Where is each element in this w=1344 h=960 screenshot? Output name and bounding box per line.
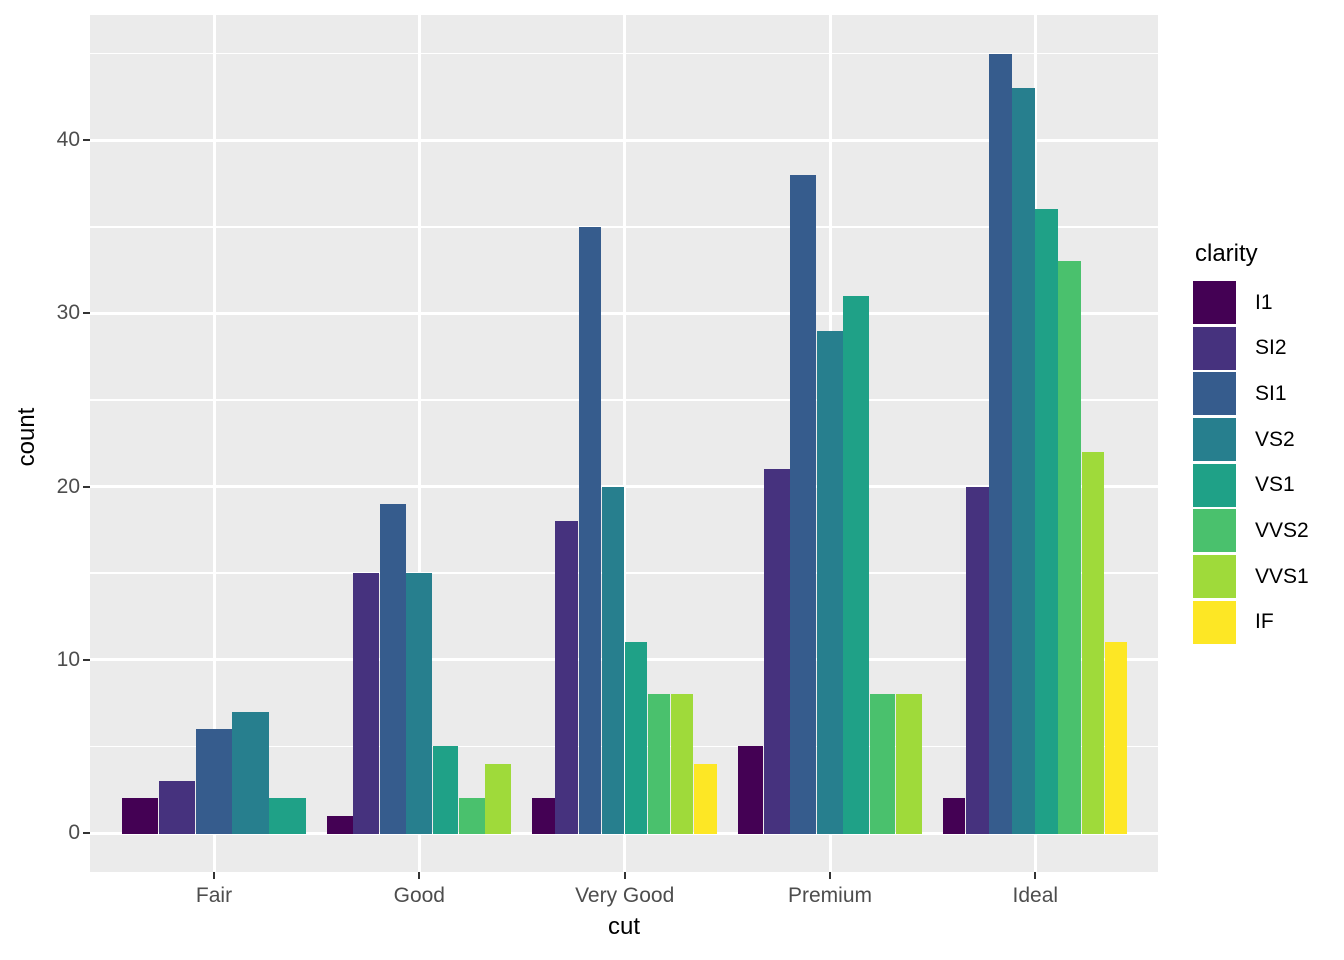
legend-swatch-icon [1193, 463, 1236, 507]
legend-label: I1 [1255, 290, 1273, 314]
bar-good-vvs1 [485, 763, 512, 835]
y-tick-mark [83, 485, 90, 488]
legend-swatch-icon [1193, 281, 1236, 324]
bar-ideal-vvs2 [1058, 261, 1081, 835]
x-axis-title: cut [607, 913, 640, 940]
legend-item-si1: SI1 [1193, 372, 1343, 416]
major-gridline-vertical [623, 15, 627, 872]
bar-very-good-vvs2 [647, 694, 671, 835]
bar-good-vs1 [432, 746, 459, 835]
x-tick-label: Premium [787, 884, 872, 907]
legend-swatch-icon [1193, 509, 1236, 553]
legend-swatch-icon [1193, 600, 1236, 644]
major-gridline-vertical [417, 15, 421, 872]
bar-very-good-i1 [532, 798, 555, 835]
x-tick-mark [623, 872, 626, 879]
y-tick-mark [83, 312, 90, 315]
bar-ideal-si2 [966, 486, 989, 835]
y-tick-label: 0 [68, 821, 80, 844]
legend-swatch-icon [1193, 326, 1236, 370]
bar-premium-vvs2 [869, 694, 896, 835]
bar-good-vs2 [406, 573, 432, 835]
legend-item-si2: SI2 [1193, 326, 1343, 370]
legend-swatch-icon [1193, 372, 1236, 416]
bar-good-vvs2 [458, 798, 485, 835]
legend-swatch-icon [1193, 555, 1236, 599]
bar-good-si1 [379, 503, 406, 835]
y-tick-mark [83, 139, 90, 142]
x-tick-label: Very Good [575, 884, 675, 907]
bar-fair-si1 [195, 729, 232, 835]
y-tick-label: 40 [56, 128, 80, 152]
bar-ideal-si1 [989, 53, 1012, 835]
bar-ideal-vvs1 [1081, 451, 1105, 835]
legend-items: I1 SI2 SI1 VS2 VS1 VVS2 VVS1 IF [1193, 281, 1343, 644]
x-tick-mark [418, 872, 421, 879]
legend-label: VVS1 [1255, 564, 1309, 588]
x-tick-mark [213, 872, 215, 879]
x-tick-label: Fair [195, 884, 233, 907]
bar-premium-vs1 [843, 296, 870, 835]
bar-premium-vs2 [816, 330, 843, 835]
legend-label: IF [1255, 610, 1274, 634]
legend-item-if: IF [1193, 600, 1343, 644]
x-tick-label: Good [393, 884, 445, 907]
bar-fair-vs2 [232, 711, 269, 835]
legend-item-i1: I1 [1193, 281, 1343, 324]
legend-item-vs2: VS2 [1193, 418, 1343, 462]
legend: clarity I1 SI2 SI1 VS2 VS1 VVS2 VVS1 IF [1193, 240, 1343, 647]
bar-good-i1 [326, 815, 353, 835]
bar-fair-i1 [121, 798, 159, 835]
bar-premium-i1 [737, 746, 764, 835]
bar-premium-si2 [764, 469, 790, 835]
y-tick-label: 30 [56, 301, 80, 325]
bar-fair-si2 [158, 781, 195, 835]
y-tick-label: 10 [56, 647, 80, 671]
legend-label: VVS2 [1255, 518, 1309, 542]
bar-very-good-vs1 [624, 642, 648, 835]
y-tick-mark [83, 832, 90, 834]
bar-very-good-if [694, 763, 717, 835]
bar-ideal-i1 [942, 798, 966, 835]
plot-panel [90, 15, 1158, 872]
bar-fair-vs1 [269, 798, 306, 835]
major-gridline-vertical [212, 15, 216, 872]
legend-item-vs1: VS1 [1193, 463, 1343, 507]
x-tick-mark [829, 872, 831, 879]
legend-label: VS2 [1255, 427, 1295, 451]
x-tick-label: Ideal [1012, 884, 1059, 907]
bar-ideal-vs1 [1035, 209, 1058, 835]
bar-very-good-si2 [555, 521, 578, 835]
bar-very-good-vs2 [601, 486, 625, 835]
legend-label: VS1 [1255, 473, 1295, 497]
bar-premium-vvs1 [896, 694, 922, 835]
y-tick-label: 20 [56, 474, 80, 498]
y-tick-mark [83, 658, 90, 661]
legend-item-vvs1: VVS1 [1193, 555, 1343, 599]
bar-very-good-si1 [578, 226, 602, 835]
bar-ideal-if [1104, 642, 1128, 835]
legend-swatch-icon [1193, 418, 1236, 462]
legend-label: SI1 [1255, 381, 1287, 405]
bar-good-si2 [353, 573, 380, 835]
bar-very-good-vvs1 [670, 694, 694, 835]
bar-ideal-vs2 [1012, 88, 1035, 835]
bar-premium-si1 [790, 174, 817, 835]
legend-label: SI2 [1255, 336, 1287, 360]
legend-item-vvs2: VVS2 [1193, 509, 1343, 553]
y-axis-title: count [13, 407, 40, 467]
legend-title: clarity [1195, 240, 1258, 267]
x-tick-mark [1034, 872, 1037, 879]
